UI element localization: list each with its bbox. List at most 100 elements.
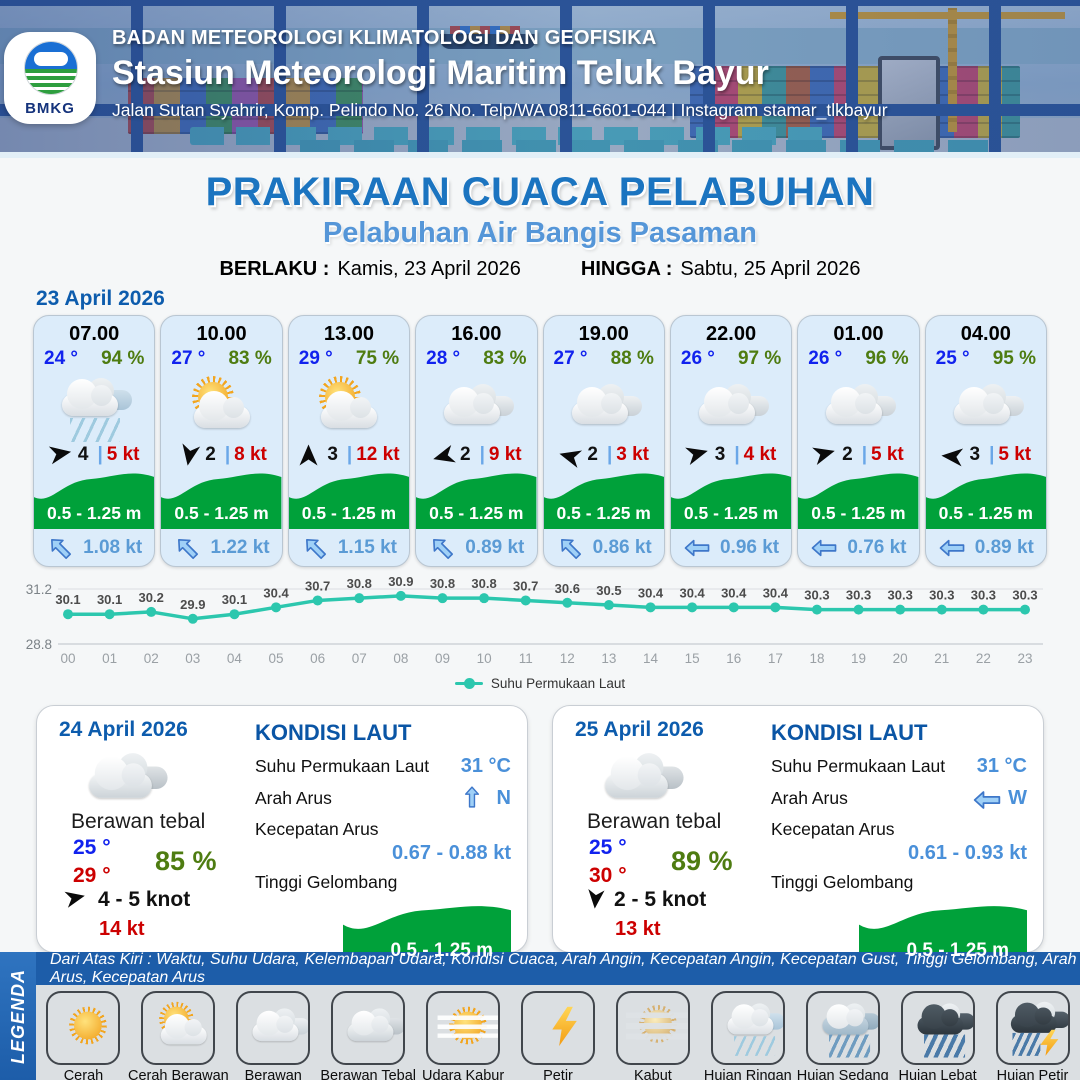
legend-label: Kabut bbox=[633, 1068, 672, 1080]
wind-direction-icon bbox=[174, 442, 202, 470]
forecast-time: 13.00 bbox=[323, 323, 374, 345]
forecast-time: 22.00 bbox=[706, 323, 757, 345]
wave-height: 0.5 - 1.25 m bbox=[429, 503, 524, 524]
berlaku-label: BERLAKU : bbox=[219, 258, 330, 280]
humidity: 94 % bbox=[101, 348, 145, 369]
svg-text:23: 23 bbox=[1017, 651, 1032, 666]
gust-speed: 9 kt bbox=[488, 444, 522, 466]
sea-title: KONDISI LAUT bbox=[255, 720, 412, 745]
svg-text:22: 22 bbox=[976, 651, 991, 666]
rain-icon bbox=[733, 1036, 775, 1056]
air-temperature: 24 ° bbox=[44, 348, 79, 369]
current-row: 0.89 kt bbox=[416, 529, 536, 566]
svg-text:15: 15 bbox=[685, 651, 700, 666]
gust-speed: 5 kt bbox=[106, 444, 140, 466]
svg-text:30.7: 30.7 bbox=[513, 578, 538, 593]
wave-shape bbox=[670, 473, 792, 530]
legend-icon-box bbox=[710, 991, 785, 1065]
legend-label: Berawan bbox=[244, 1068, 302, 1080]
forecast-time: 16.00 bbox=[451, 323, 502, 345]
current-direction-row: Arah Arus N bbox=[255, 787, 511, 810]
forecast-date-label: 23 April 2026 bbox=[36, 287, 165, 310]
wind-speed: 2 bbox=[587, 444, 598, 466]
daily-condition: Berawan tebal bbox=[587, 810, 722, 833]
legend-series-label: Suhu Permukaan Laut bbox=[490, 675, 626, 691]
current-direction-icon bbox=[465, 785, 485, 813]
wave-band: 0.5 - 1.25 m bbox=[34, 469, 155, 530]
wind-row: 2 | 3 kt bbox=[544, 442, 664, 469]
legend-icon-box bbox=[426, 991, 501, 1065]
wind-speed: 4 bbox=[77, 444, 89, 466]
humidity: 95 % bbox=[992, 348, 1036, 369]
gust-speed: 4 kt bbox=[743, 444, 777, 466]
legend-ribbon: Dari Atas Kiri : Waktu, Suhu Udara, Kele… bbox=[36, 951, 1080, 986]
lightning-icon bbox=[1039, 1029, 1058, 1056]
wind-direction-icon bbox=[580, 887, 606, 913]
svg-text:05: 05 bbox=[269, 651, 284, 666]
wave-shape bbox=[543, 473, 664, 530]
page-title: PRAKIRAAN CUACA PELABUHAN bbox=[205, 170, 875, 214]
current-speed-row: Kecepatan Arus 0.61 - 0.93 kt bbox=[771, 819, 1027, 865]
legend-label: Hujan Lebat bbox=[898, 1068, 977, 1080]
cloud-icon bbox=[571, 387, 628, 424]
svg-text:29.9: 29.9 bbox=[180, 597, 205, 612]
current-direction-icon bbox=[683, 538, 711, 558]
current-speed-value: 0.67 - 0.88 kt bbox=[392, 842, 511, 864]
title-block: PRAKIRAAN CUACA PELABUHAN Pelabuhan Air … bbox=[0, 158, 1080, 281]
current-direction-icon bbox=[171, 531, 205, 565]
sst-value: 31 °C bbox=[976, 755, 1027, 777]
legend-side-label: LEGENDA bbox=[7, 968, 28, 1064]
wave-band: 0.5 - 1.25 m bbox=[798, 469, 919, 530]
logo-sky bbox=[25, 42, 77, 70]
daily-weather-icon bbox=[78, 740, 172, 821]
wave-height: 0.5 - 1.25 m bbox=[683, 503, 779, 524]
current-speed-label: Kecepatan Arus bbox=[255, 819, 379, 839]
svg-text:30.3: 30.3 bbox=[888, 588, 913, 603]
weather-icon bbox=[624, 998, 688, 1057]
wind-speed: 2 bbox=[842, 444, 853, 466]
wave-shape bbox=[161, 473, 282, 530]
legend-label: Berawan Tebal bbox=[320, 1068, 417, 1080]
separator: | bbox=[734, 444, 740, 466]
wind-direction-icon bbox=[683, 441, 712, 470]
current-direction-label: Arah Arus bbox=[255, 788, 332, 808]
current-row: 0.86 kt bbox=[544, 529, 664, 566]
cloud-icon bbox=[826, 387, 883, 424]
weather-icon bbox=[909, 998, 973, 1058]
legend-icon-box bbox=[331, 991, 406, 1065]
cloud-icon bbox=[62, 379, 119, 416]
wave-label: Tinggi Gelombang bbox=[771, 872, 914, 892]
svg-text:30.4: 30.4 bbox=[721, 585, 747, 600]
svg-text:30.3: 30.3 bbox=[971, 588, 996, 603]
daily-humidity: 85 % bbox=[155, 846, 217, 876]
wave-height: 0.5 - 1.25 m bbox=[556, 503, 651, 524]
logo-stripes bbox=[25, 69, 77, 94]
current-speed-label: Kecepatan Arus bbox=[771, 819, 895, 839]
cloud-icon bbox=[605, 756, 668, 798]
wind-speed: 2 bbox=[459, 444, 471, 466]
humidity: 97 % bbox=[737, 348, 782, 369]
daily-wind-range: 4 - 5 knot bbox=[98, 888, 191, 911]
forecast-time: 10.00 bbox=[196, 323, 247, 345]
separator: | bbox=[606, 444, 613, 466]
legend-icon-box bbox=[141, 991, 216, 1065]
wind-speed: 3 bbox=[969, 444, 981, 466]
sea-title: KONDISI LAUT bbox=[771, 720, 928, 745]
air-temperature: 28 ° bbox=[426, 348, 461, 369]
legend-item-hujan-petir: Hujan Petir bbox=[987, 991, 1079, 1080]
air-temperature: 26 ° bbox=[680, 348, 715, 369]
cloud-icon bbox=[161, 1014, 208, 1045]
svg-text:30.1: 30.1 bbox=[97, 592, 122, 607]
humidity: 88 % bbox=[610, 348, 654, 369]
current-row: 0.96 kt bbox=[671, 529, 791, 566]
daily-wind-range: 2 - 5 knot bbox=[614, 888, 707, 911]
current-speed-value: 0.61 - 0.93 kt bbox=[908, 842, 1027, 864]
wave-height: 0.5 - 1.25 m bbox=[938, 503, 1033, 524]
current-direction-icon bbox=[810, 538, 838, 558]
cloud-icon bbox=[89, 756, 152, 798]
wave-band: 0.5 - 1.25 m bbox=[161, 469, 282, 530]
sst-row: Suhu Permukaan Laut 31 °C bbox=[771, 755, 1027, 778]
legend-label: Hujan Petir bbox=[996, 1068, 1069, 1080]
daily-temp-min: 25 ° bbox=[589, 836, 627, 859]
cloud-icon bbox=[252, 1010, 299, 1042]
